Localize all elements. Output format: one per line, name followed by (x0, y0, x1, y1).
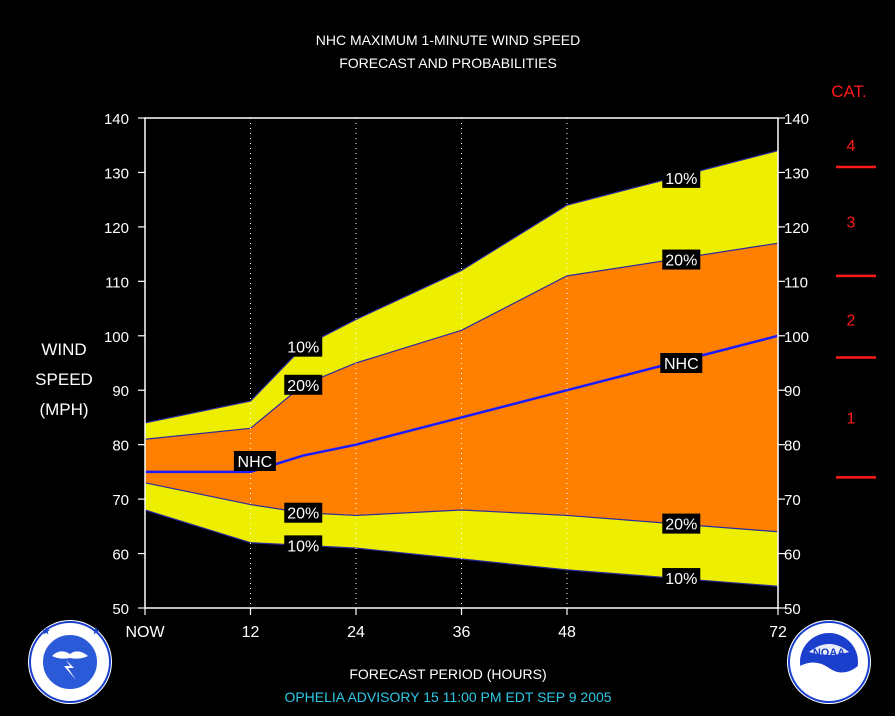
svg-text:★: ★ (92, 626, 101, 636)
x-axis-label: FORECAST PERIOD (HOURS) (349, 666, 546, 682)
category-label-3: 3 (847, 214, 856, 231)
y-tick-label-right-120: 120 (784, 220, 809, 237)
label-box-20pct-3 (284, 502, 323, 523)
x-tick-label-12: 12 (242, 624, 260, 641)
data-label-NHC-2: NHC (238, 454, 273, 471)
y-tick-label-left-80: 80 (112, 438, 129, 455)
y-axis-label-line1: WIND (41, 340, 86, 359)
y-tick-label-left-90: 90 (112, 383, 129, 400)
y-tick-label-left-130: 130 (104, 165, 129, 182)
label-box-20pct-6 (662, 249, 701, 270)
svg-text:★: ★ (42, 626, 51, 636)
y-tick-label-right-60: 60 (784, 547, 801, 564)
y-tick-label-left-50: 50 (112, 601, 129, 618)
nws-logo: ★ ★ (28, 620, 112, 704)
x-tick-label-24: 24 (347, 624, 365, 641)
y-tick-label-right-130: 130 (784, 165, 809, 182)
data-label-10pct-9: 10% (665, 571, 697, 588)
y-tick-label-left-60: 60 (112, 547, 129, 564)
y-tick-label-right-50: 50 (784, 601, 801, 618)
label-box-NHC-7 (660, 353, 703, 373)
category-label-4: 4 (847, 138, 856, 155)
label-box-NHC-2 (233, 451, 276, 471)
x-tick-label-36: 36 (453, 624, 471, 641)
data-label-20pct-6: 20% (665, 253, 697, 270)
label-box-10pct-5 (662, 167, 701, 188)
y-tick-label-right-80: 80 (784, 438, 801, 455)
y-tick-label-left-100: 100 (104, 329, 129, 346)
band-20-lower-edge (144, 482, 779, 533)
category-label-1: 1 (847, 410, 856, 427)
y-tick-label-left-140: 140 (104, 111, 129, 128)
y-axis-label-line2: SPEED (35, 370, 93, 389)
data-label-20pct-3: 20% (287, 506, 319, 523)
x-tick-label-72: 72 (769, 624, 787, 641)
y-tick-label-right-140: 140 (784, 111, 809, 128)
chart-title-line2: FORECAST AND PROBABILITIES (339, 55, 557, 71)
y-tick-label-right-110: 110 (784, 274, 808, 291)
y-tick-label-right-70: 70 (784, 492, 801, 509)
data-label-20pct-1: 20% (287, 378, 319, 395)
label-box-10pct-9 (662, 568, 701, 589)
chart-title-line1: NHC MAXIMUM 1-MINUTE WIND SPEED (316, 32, 580, 48)
advisory-line: OPHELIA ADVISORY 15 11:00 PM EDT SEP 9 2… (284, 689, 611, 705)
y-tick-label-left-70: 70 (112, 492, 129, 509)
band-10-upper-edge (144, 150, 779, 424)
label-box-20pct-1 (284, 374, 323, 395)
category-label-2: 2 (847, 312, 856, 329)
data-label-NHC-7: NHC (664, 356, 699, 373)
noaa-logo: NOAA (787, 620, 871, 704)
y-axis-label-line3: (MPH) (39, 400, 88, 419)
data-label-10pct-0: 10% (287, 340, 319, 357)
band-20-percent (145, 243, 778, 532)
band-20-upper-edge (144, 242, 779, 440)
svg-text:NOAA: NOAA (813, 647, 845, 659)
data-label-10pct-4: 10% (287, 538, 319, 555)
data-label-10pct-5: 10% (665, 171, 697, 188)
x-tick-label-NOW: NOW (125, 624, 165, 641)
y-tick-label-left-120: 120 (104, 220, 129, 237)
y-tick-label-left-110: 110 (105, 274, 129, 291)
x-tick-label-48: 48 (558, 624, 576, 641)
label-box-10pct-4 (284, 535, 323, 556)
label-box-20pct-8 (662, 513, 701, 534)
band-10-lower-edge (144, 509, 779, 587)
label-box-10pct-0 (284, 336, 323, 357)
y-tick-label-right-90: 90 (784, 383, 801, 400)
y-tick-label-right-100: 100 (784, 329, 809, 346)
category-header: CAT. (831, 82, 867, 101)
data-label-20pct-8: 20% (665, 517, 697, 534)
